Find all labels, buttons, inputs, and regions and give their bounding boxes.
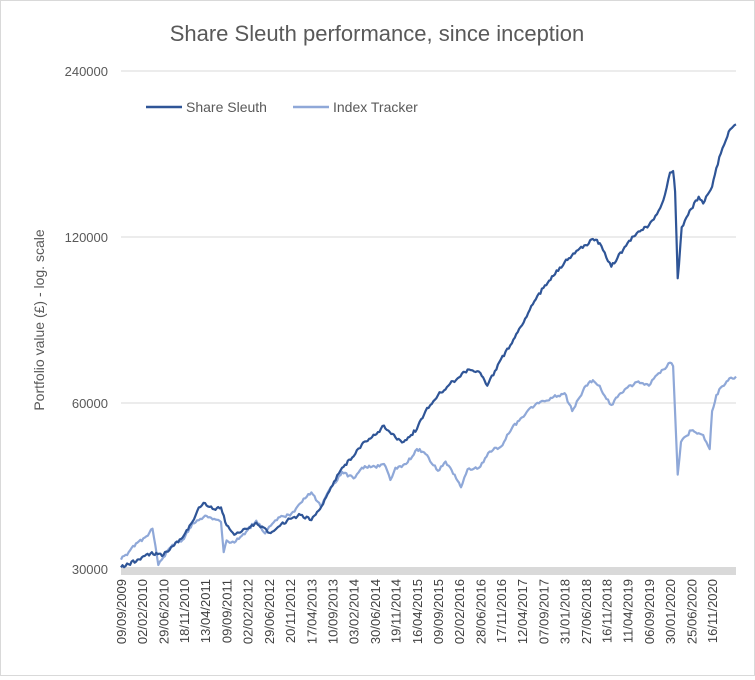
x-tick-label: 25/06/2020 bbox=[684, 579, 699, 644]
y-axis-tick-labels: 30000 60000 120000 240000 bbox=[65, 64, 108, 577]
x-tick-label: 30/01/2020 bbox=[663, 579, 678, 644]
x-tick-label: 28/06/2016 bbox=[473, 579, 488, 644]
y-tick-label: 60000 bbox=[72, 396, 108, 411]
series-line-share-sleuth bbox=[120, 123, 737, 569]
x-tick-label: 20/11/2012 bbox=[283, 579, 298, 643]
x-tick-label: 11/04/2019 bbox=[620, 579, 635, 643]
y-tick-label: 240000 bbox=[65, 64, 108, 79]
x-tick-label: 18/11/2010 bbox=[177, 579, 192, 643]
x-tick-label: 16/04/2015 bbox=[410, 579, 425, 644]
x-tick-label: 17/11/2016 bbox=[494, 579, 509, 643]
y-tick-label: 120000 bbox=[65, 230, 108, 245]
y-axis-label: Portfolio value (£) - log. scale bbox=[31, 229, 47, 411]
x-axis-line bbox=[121, 567, 736, 575]
x-axis-tick-labels: 09/09/2009 02/02/2010 29/06/2010 18/11/2010… bbox=[114, 579, 720, 644]
x-tick-label: 29/06/2010 bbox=[156, 579, 171, 644]
x-tick-label: 29/06/2012 bbox=[262, 579, 277, 644]
x-tick-label: 09/09/2011 bbox=[220, 579, 235, 643]
series-line-index-tracker bbox=[120, 361, 737, 567]
legend-label: Index Tracker bbox=[333, 99, 418, 115]
legend: Share Sleuth Index Tracker bbox=[146, 99, 418, 115]
x-tick-label: 06/09/2019 bbox=[642, 579, 657, 644]
series-lines bbox=[120, 123, 737, 569]
legend-label: Share Sleuth bbox=[186, 99, 267, 115]
x-tick-label: 30/06/2014 bbox=[368, 579, 383, 644]
chart-title: Share Sleuth performance, since inceptio… bbox=[170, 21, 585, 46]
x-tick-label: 10/09/2013 bbox=[326, 579, 341, 644]
x-tick-label: 31/01/2018 bbox=[558, 579, 573, 644]
x-tick-label: 02/02/2010 bbox=[135, 579, 150, 644]
x-tick-label: 07/09/2017 bbox=[536, 579, 551, 644]
x-tick-label: 03/02/2014 bbox=[347, 579, 362, 644]
x-tick-label: 02/02/2012 bbox=[241, 579, 256, 644]
x-tick-label: 19/11/2014 bbox=[388, 579, 403, 643]
gridlines bbox=[121, 70, 736, 575]
x-tick-label: 17/04/2013 bbox=[304, 579, 319, 644]
x-tick-label: 16/11/2018 bbox=[599, 579, 614, 643]
y-tick-label: 30000 bbox=[72, 562, 108, 577]
x-tick-label: 27/06/2018 bbox=[579, 579, 594, 644]
x-tick-label: 13/04/2011 bbox=[198, 579, 213, 643]
x-tick-label: 02/02/2016 bbox=[452, 579, 467, 644]
x-tick-label: 09/09/2009 bbox=[114, 579, 129, 644]
x-tick-label: 12/04/2017 bbox=[515, 579, 530, 644]
x-tick-label: 09/09/2015 bbox=[431, 579, 446, 644]
x-tick-label: 16/11/2020 bbox=[705, 579, 720, 643]
